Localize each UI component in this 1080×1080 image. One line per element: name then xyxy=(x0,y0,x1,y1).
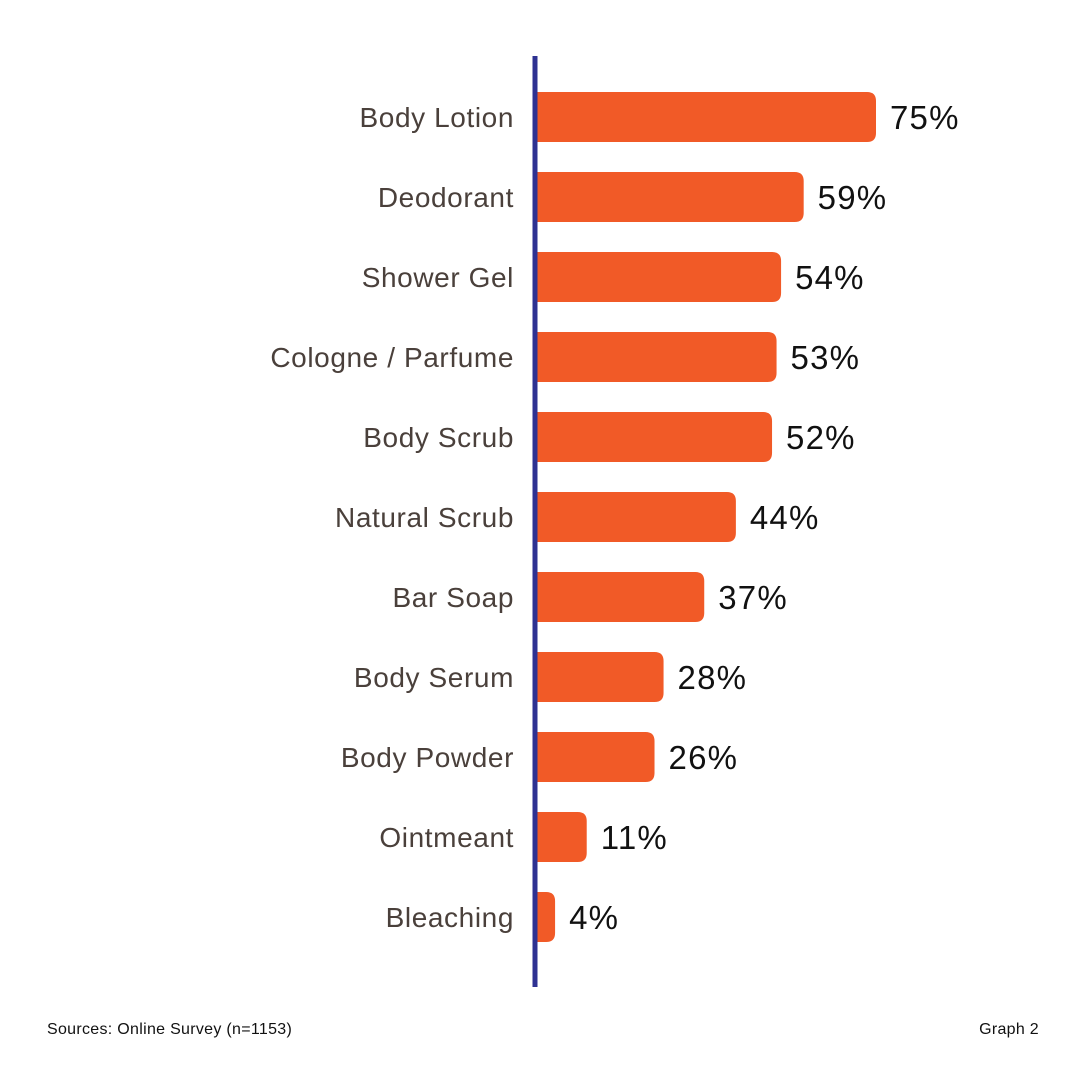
category-label: Shower Gel xyxy=(362,262,514,293)
data-label: 54% xyxy=(795,259,865,296)
bar xyxy=(537,652,664,702)
category-label: Body Powder xyxy=(341,742,514,773)
data-label: 26% xyxy=(669,739,739,776)
bar xyxy=(537,812,587,862)
category-label: Bleaching xyxy=(386,902,514,933)
data-label: 53% xyxy=(791,339,861,376)
data-label: 28% xyxy=(678,659,748,696)
category-label: Body Lotion xyxy=(360,102,515,133)
data-label: 52% xyxy=(786,419,856,456)
data-label: 4% xyxy=(569,899,619,936)
data-label: 37% xyxy=(718,579,788,616)
data-label: 75% xyxy=(890,99,960,136)
data-label: 11% xyxy=(601,819,668,856)
data-label: 59% xyxy=(818,179,888,216)
bar xyxy=(537,172,804,222)
bar xyxy=(537,892,556,942)
category-label: Body Serum xyxy=(354,662,514,693)
source-note: Sources: Online Survey (n=1153) xyxy=(47,1021,293,1038)
bar xyxy=(537,492,736,542)
category-label: Deodorant xyxy=(378,182,514,213)
bar xyxy=(537,412,773,462)
category-label: Bar Soap xyxy=(392,582,514,613)
bar xyxy=(537,332,777,382)
category-label: Natural Scrub xyxy=(335,502,514,533)
bar xyxy=(537,92,876,142)
category-label: Body Scrub xyxy=(363,422,514,453)
graph-number-label: Graph 2 xyxy=(979,1021,1039,1038)
bar xyxy=(537,732,655,782)
bar xyxy=(537,252,782,302)
category-label: Cologne / Parfume xyxy=(270,342,514,373)
category-label: Ointmeant xyxy=(379,822,514,853)
bar xyxy=(537,572,705,622)
data-label: 44% xyxy=(750,499,820,536)
